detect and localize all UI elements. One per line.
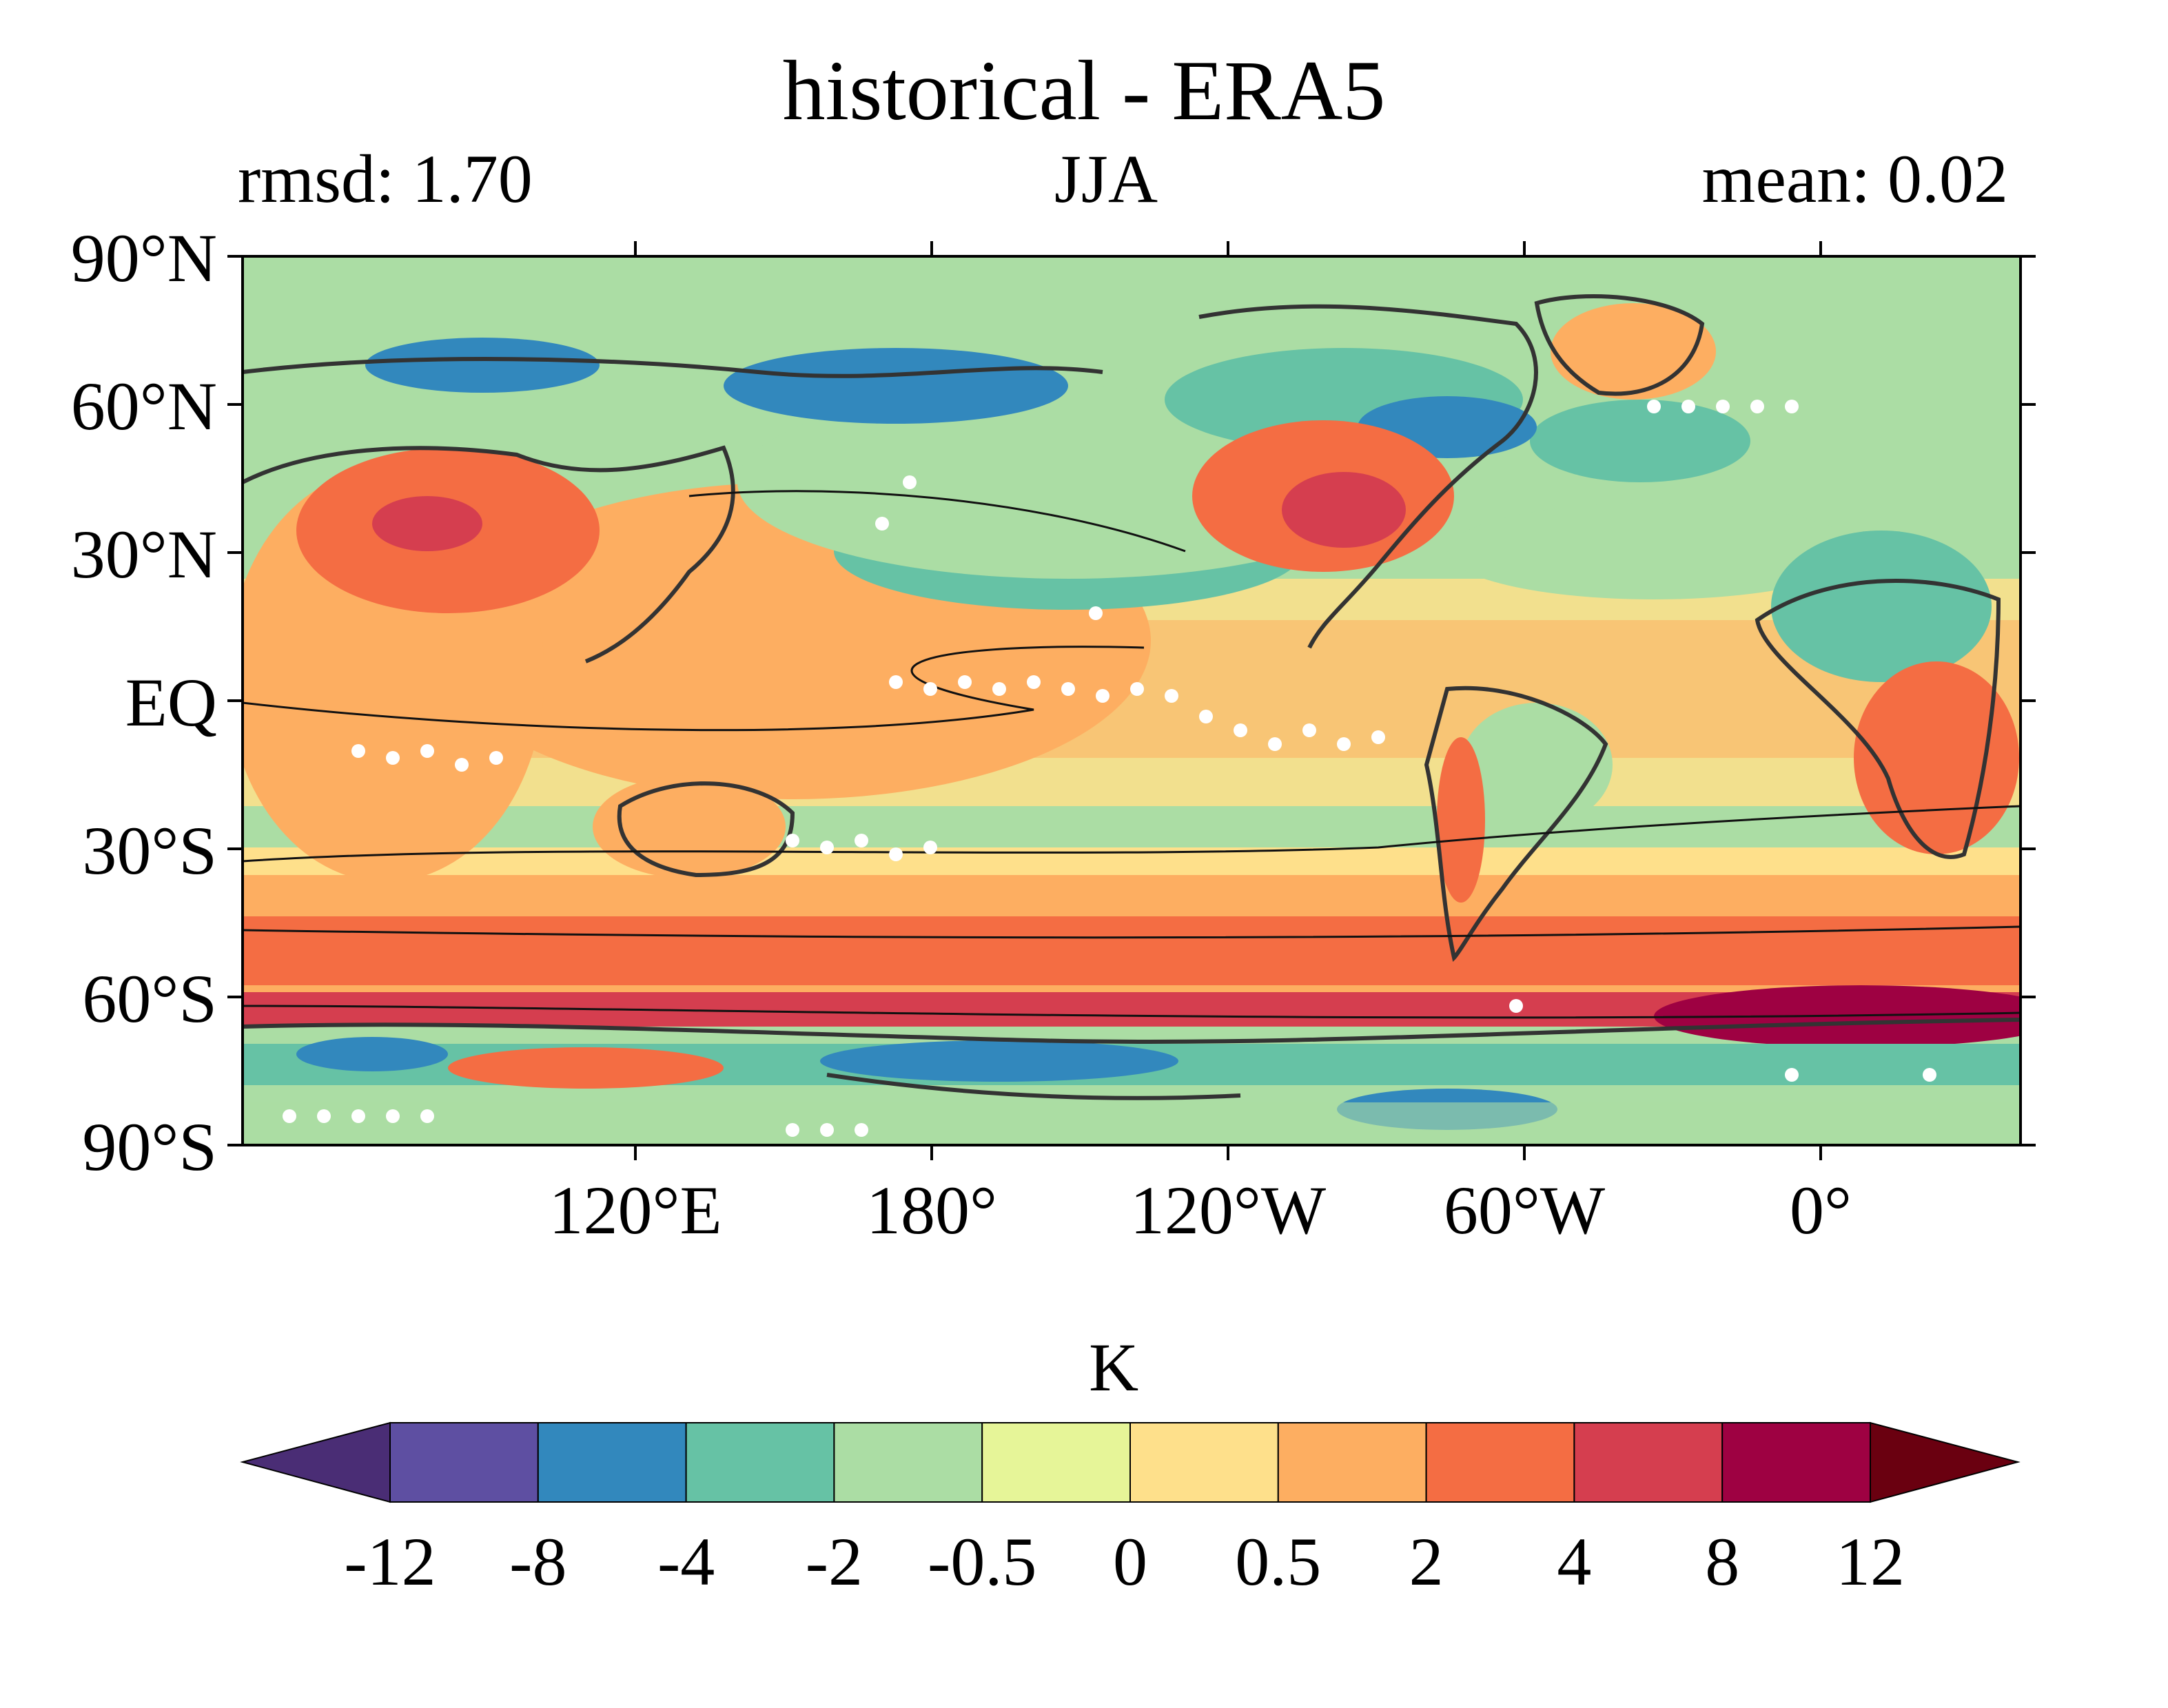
- colorbar-segment: [685, 1422, 835, 1503]
- lat-tick-label: 30°S: [82, 812, 217, 889]
- colorbar-tick-label: 4: [1557, 1523, 1591, 1600]
- lat-tick-label: 90°N: [71, 220, 217, 296]
- map-title: historical - ERA5: [782, 43, 1386, 138]
- colorbar-unit-label: K: [1089, 1329, 1139, 1406]
- lon-tick-label: 60°W: [1444, 1172, 1606, 1248]
- colorbar-segment: [1129, 1422, 1279, 1503]
- lat-tick-label: 30°N: [71, 516, 217, 593]
- lon-tick-label: 120°W: [1130, 1172, 1327, 1248]
- anomaly-field: [243, 256, 2021, 1145]
- lat-tick-label: EQ: [125, 664, 217, 741]
- lat-tick-label: 60°S: [82, 960, 217, 1037]
- colorbar-segment: [1721, 1422, 1871, 1503]
- ticks: [227, 241, 2036, 1160]
- colorbar-tick-label: 2: [1409, 1523, 1444, 1600]
- colorbar-tick-label: 8: [1705, 1523, 1739, 1600]
- colorbar-extend-low: [240, 1421, 391, 1503]
- lat-tick-label: 90°S: [82, 1109, 217, 1185]
- colorbar: -12 -8 -4 -2 -0.5 0 0.5 2 4 8 12: [240, 1421, 2021, 1600]
- colorbar-tick-label: 12: [1836, 1523, 1905, 1600]
- colorbar-tick-label: -4: [657, 1523, 715, 1600]
- lat-tick-labels: 90°N 60°N 30°N EQ 30°S 60°S 90°S: [71, 220, 217, 1185]
- zero-contours: [243, 490, 2021, 1019]
- colorbar-tick-label: 0: [1113, 1523, 1147, 1600]
- stippling-dots: [283, 400, 1936, 1137]
- lon-tick-labels: 120°E 180° 120°W 60°W 0°: [549, 1172, 1852, 1248]
- lat-tick-label: 60°N: [71, 368, 217, 444]
- colorbar-segment: [537, 1422, 687, 1503]
- colorbar-segment: [1573, 1422, 1724, 1503]
- colorbar-segment: [981, 1422, 1131, 1503]
- coastlines: [243, 294, 2021, 1100]
- colorbar-tick-label: -12: [344, 1523, 436, 1600]
- season-label: JJA: [1054, 141, 1158, 217]
- colorbar-tick-label: -0.5: [928, 1523, 1036, 1600]
- colorbar-tick-label: -8: [509, 1523, 566, 1600]
- colorbar-segment: [389, 1422, 539, 1503]
- colorbar-tick-label: 0.5: [1235, 1523, 1321, 1600]
- lon-tick-label: 120°E: [549, 1172, 722, 1248]
- colorbar-tick-label: -2: [806, 1523, 863, 1600]
- mean-label: mean: 0.02: [1701, 141, 2008, 217]
- rmsd-label: rmsd: 1.70: [238, 141, 533, 217]
- colorbar-extend-high: [1870, 1421, 2021, 1503]
- colorbar-segment: [833, 1422, 983, 1503]
- lon-tick-label: 180°: [866, 1172, 997, 1248]
- lon-tick-label: 0°: [1790, 1172, 1852, 1248]
- colorbar-segment: [1425, 1422, 1575, 1503]
- colorbar-segment: [1277, 1422, 1427, 1503]
